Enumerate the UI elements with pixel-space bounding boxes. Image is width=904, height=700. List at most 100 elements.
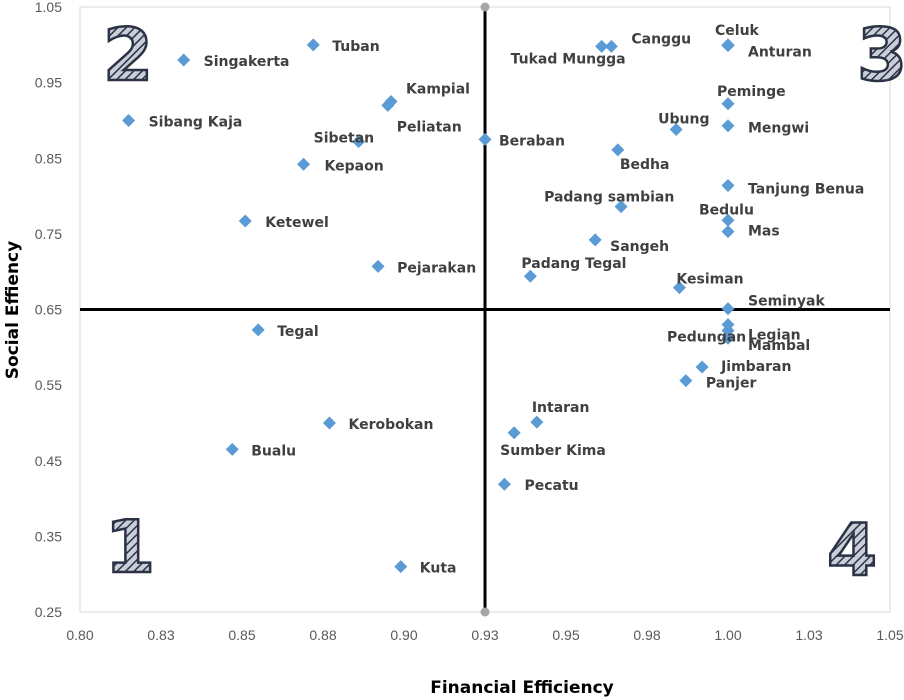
data-label-intaran: Intaran xyxy=(532,400,590,416)
y-tick-label: 1.05 xyxy=(35,0,62,15)
divider-endpoint-marker xyxy=(480,2,490,12)
data-label-tuban: Tuban xyxy=(332,39,379,55)
data-point-singakerta xyxy=(177,53,191,67)
x-tick-label: 0.88 xyxy=(309,627,336,643)
x-tick-label: 0.95 xyxy=(552,627,579,643)
data-point-kuta xyxy=(394,560,408,574)
data-point-mas xyxy=(721,225,735,239)
data-point-legian xyxy=(721,324,735,338)
data-label-kuta: Kuta xyxy=(420,561,457,577)
data-point-pejarakan xyxy=(371,259,385,273)
data-label-tukad-mungga: Tukad Mungga xyxy=(511,51,626,67)
data-label-beraban: Beraban xyxy=(499,133,565,149)
data-point-panjer xyxy=(679,374,693,388)
quadrant-number: 4 xyxy=(827,508,877,592)
data-point-tuban xyxy=(306,38,320,52)
data-label-anturan: Anturan xyxy=(748,45,812,61)
data-point-intaran xyxy=(530,415,544,429)
data-point-bedulu xyxy=(721,213,735,227)
data-label-sibang-kaja: Sibang Kaja xyxy=(149,114,243,130)
data-point-kepaon xyxy=(297,157,311,171)
data-label-ubung: Ubung xyxy=(658,112,709,128)
data-label-bedulu: Bedulu xyxy=(699,202,754,218)
data-label-singakerta: Singakerta xyxy=(204,54,290,70)
data-point-sangeh xyxy=(588,233,602,247)
data-label-ketewel: Ketewel xyxy=(265,215,329,231)
x-tick-label: 0.83 xyxy=(147,627,174,643)
data-label-sangeh: Sangeh xyxy=(610,239,669,255)
data-point-ketewel xyxy=(238,214,252,228)
data-point-padang-tegal xyxy=(523,269,537,283)
y-tick-label: 0.75 xyxy=(35,226,62,242)
y-axis-title: Social Effiency xyxy=(3,241,23,379)
data-label-panjer: Panjer xyxy=(706,376,757,392)
data-point-tanjung-benua xyxy=(721,178,735,192)
data-label-kerobokan: Kerobokan xyxy=(348,417,433,433)
data-point-sibang-kaja xyxy=(122,113,136,127)
data-label-legian: Legian xyxy=(748,328,801,344)
quadrant-number: 2 xyxy=(103,13,153,97)
data-label-mambal: Mambal xyxy=(748,338,810,354)
data-label-sumber-kima: Sumber Kima xyxy=(500,443,606,459)
data-label-celuk: Celuk xyxy=(715,23,760,39)
data-point-jimbaran xyxy=(695,360,709,374)
data-label-peliatan: Peliatan xyxy=(397,119,462,135)
quadrant-number: 1 xyxy=(105,505,155,589)
data-label-mengwi: Mengwi xyxy=(748,121,809,137)
data-label-bualu: Bualu xyxy=(251,443,296,459)
data-label-kampial: Kampial xyxy=(406,82,470,98)
data-point-anturan xyxy=(721,39,735,53)
data-label-peminge: Peminge xyxy=(717,84,786,100)
x-tick-label: 0.90 xyxy=(390,627,417,643)
data-label-padang-sambian: Padang sambian xyxy=(544,190,674,206)
data-point-kerobokan xyxy=(322,416,336,430)
y-tick-label: 0.85 xyxy=(35,150,62,166)
data-label-tegal: Tegal xyxy=(277,324,318,340)
x-tick-label: 0.98 xyxy=(633,627,660,643)
data-point-canggu xyxy=(604,39,618,53)
data-label-seminyak: Seminyak xyxy=(748,294,826,310)
x-tick-label: 0.85 xyxy=(228,627,255,643)
y-tick-label: 0.55 xyxy=(35,377,62,393)
data-label-kesiman: Kesiman xyxy=(676,272,743,288)
data-point-sumber-kima xyxy=(507,426,521,440)
data-label-sibetan: Sibetan xyxy=(314,131,375,147)
data-label-canggu: Canggu xyxy=(631,31,691,47)
data-point-ubung xyxy=(669,123,683,137)
data-point-bedha xyxy=(611,143,625,157)
data-label-mas: Mas xyxy=(748,224,780,240)
data-point-peminge xyxy=(721,97,735,111)
data-point-mengwi xyxy=(721,119,735,133)
data-label-pedungan: Pedungan xyxy=(667,330,746,346)
divider-endpoint-marker xyxy=(480,607,490,617)
data-point-padang-sambian xyxy=(614,200,628,214)
x-tick-label: 1.00 xyxy=(714,627,741,643)
data-label-pecatu: Pecatu xyxy=(524,478,578,494)
data-label-pejarakan: Pejarakan xyxy=(397,260,476,276)
x-axis-title: Financial Efficiency xyxy=(430,678,614,698)
data-point-peliatan xyxy=(381,98,395,112)
y-tick-label: 0.45 xyxy=(35,453,62,469)
data-point-sibetan xyxy=(352,135,366,149)
x-tick-label: 0.80 xyxy=(66,627,93,643)
y-tick-label: 0.95 xyxy=(35,75,62,91)
data-point-pecatu xyxy=(497,477,511,491)
data-label-tanjung-benua: Tanjung Benua xyxy=(748,181,864,197)
x-tick-label: 0.93 xyxy=(471,627,498,643)
data-point-tegal xyxy=(251,323,265,337)
data-point-mambal xyxy=(721,331,735,345)
data-point-beraban xyxy=(478,132,492,146)
x-tick-label: 1.03 xyxy=(795,627,822,643)
quadrant-number: 3 xyxy=(857,13,904,97)
data-label-bedha: Bedha xyxy=(620,157,670,173)
data-label-padang-tegal: Padang Tegal xyxy=(521,256,626,272)
y-tick-label: 0.65 xyxy=(35,302,62,318)
data-point-bualu xyxy=(225,442,239,456)
data-point-kesiman xyxy=(672,281,686,295)
x-tick-label: 1.05 xyxy=(876,627,903,643)
data-label-kepaon: Kepaon xyxy=(325,158,384,174)
y-tick-label: 0.35 xyxy=(35,528,62,544)
data-label-jimbaran: Jimbaran xyxy=(720,359,791,375)
data-point-seminyak xyxy=(721,302,735,316)
